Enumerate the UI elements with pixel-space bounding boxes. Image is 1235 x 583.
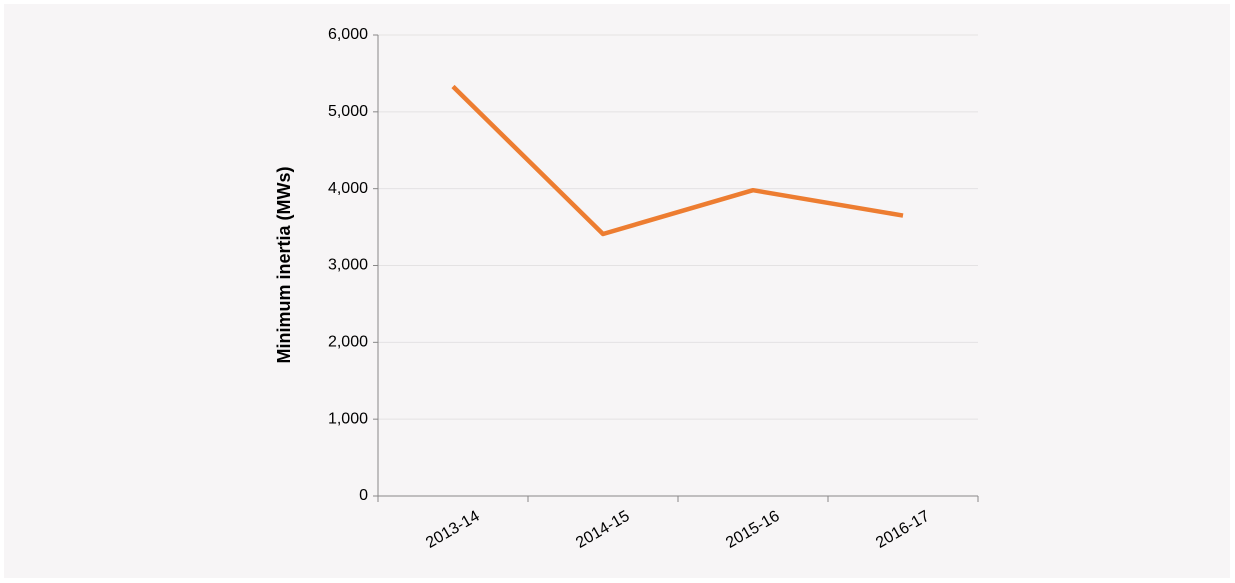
- y-tick-label: 1,000: [328, 410, 368, 427]
- chart-background: [4, 4, 1230, 578]
- y-tick-label: 6,000: [328, 26, 368, 43]
- y-tick-label: 3,000: [328, 257, 368, 274]
- y-tick-label: 5,000: [328, 103, 368, 120]
- line-series: [451, 84, 904, 237]
- y-tick-label: 4,000: [328, 180, 368, 197]
- y-axis-label: Minimum inertia (MWs): [274, 166, 294, 363]
- y-tick-label: 0: [359, 487, 368, 504]
- y-tick-label: 2,000: [328, 334, 368, 351]
